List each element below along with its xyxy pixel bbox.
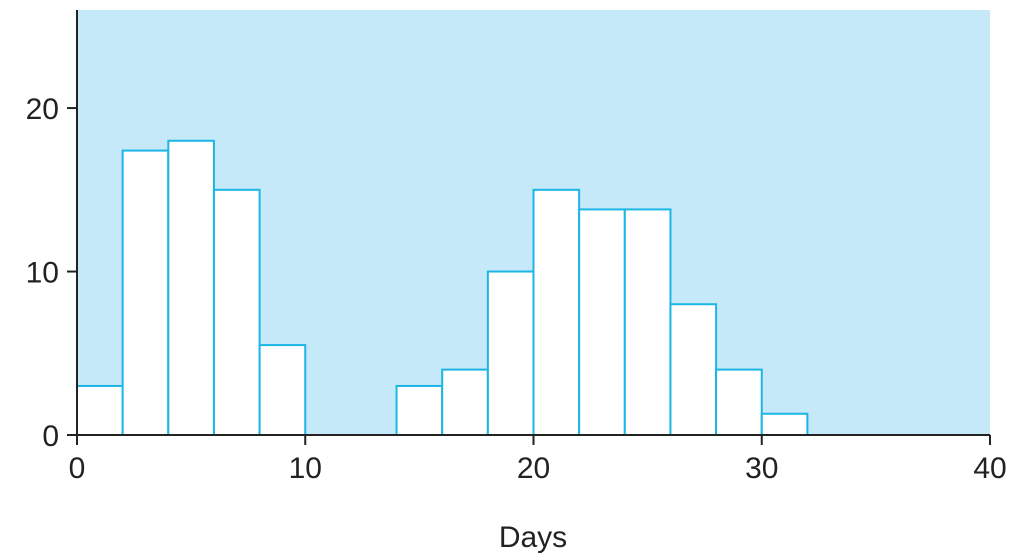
bars-group: [76, 139, 809, 437]
x-tick-label-10: 10: [289, 452, 322, 485]
x-ticks-group: 0 10 20 30 40: [69, 435, 1007, 485]
y-ticks-group: 0 10 20: [26, 93, 77, 453]
y-tick-label-20: 20: [26, 93, 59, 126]
histogram-bar-0: [76, 384, 124, 437]
histogram-bar-13: [760, 412, 809, 436]
histogram-bar-4: [258, 344, 307, 437]
histogram-bar-3: [212, 188, 261, 436]
x-axis-title: Days: [499, 521, 567, 554]
histogram-bar-1: [121, 149, 170, 436]
histogram-bar-10: [623, 208, 672, 436]
histogram-bar-7: [486, 270, 535, 436]
x-tick-label-20: 20: [517, 452, 550, 485]
histogram-bar-12: [715, 368, 763, 436]
histogram-bar-2: [167, 139, 215, 436]
x-tick-label-40: 40: [973, 452, 1006, 485]
y-tick-label-0: 0: [42, 420, 59, 453]
y-tick-label-10: 10: [26, 257, 59, 290]
histogram-bar-11: [669, 303, 718, 436]
histogram-bar-5: [395, 384, 444, 437]
histogram-bar-8: [532, 188, 581, 436]
x-tick-label-30: 30: [745, 452, 778, 485]
histogram-bar-6: [441, 368, 489, 436]
histogram-bar-9: [578, 208, 626, 436]
x-tick-label-0: 0: [69, 452, 86, 485]
